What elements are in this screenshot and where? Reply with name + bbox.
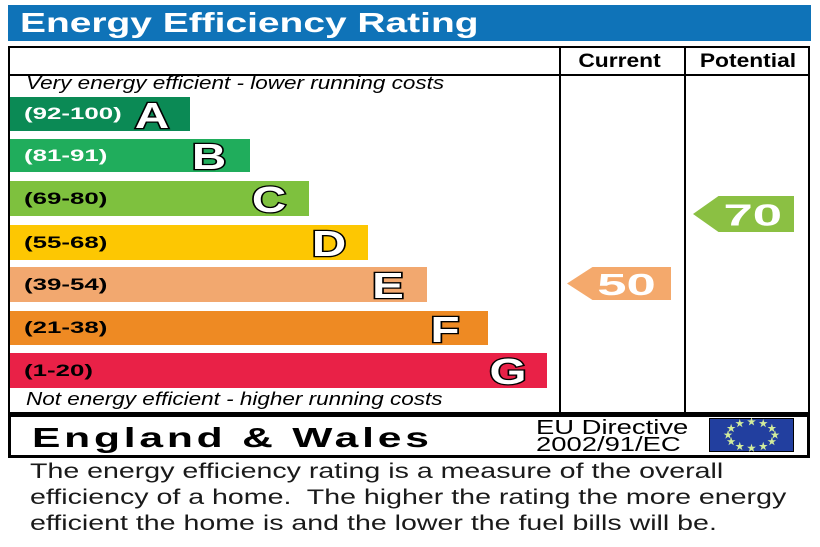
svg-text:G: G: [490, 353, 527, 388]
svg-text:C: C: [252, 181, 286, 216]
svg-text:A: A: [135, 97, 169, 131]
svg-text:B: B: [192, 139, 226, 172]
svg-text:70: 70: [723, 198, 782, 232]
svg-text:50: 50: [597, 268, 656, 300]
svg-text:D: D: [312, 225, 346, 260]
svg-text:F: F: [430, 311, 459, 345]
svg-text:E: E: [372, 267, 404, 302]
